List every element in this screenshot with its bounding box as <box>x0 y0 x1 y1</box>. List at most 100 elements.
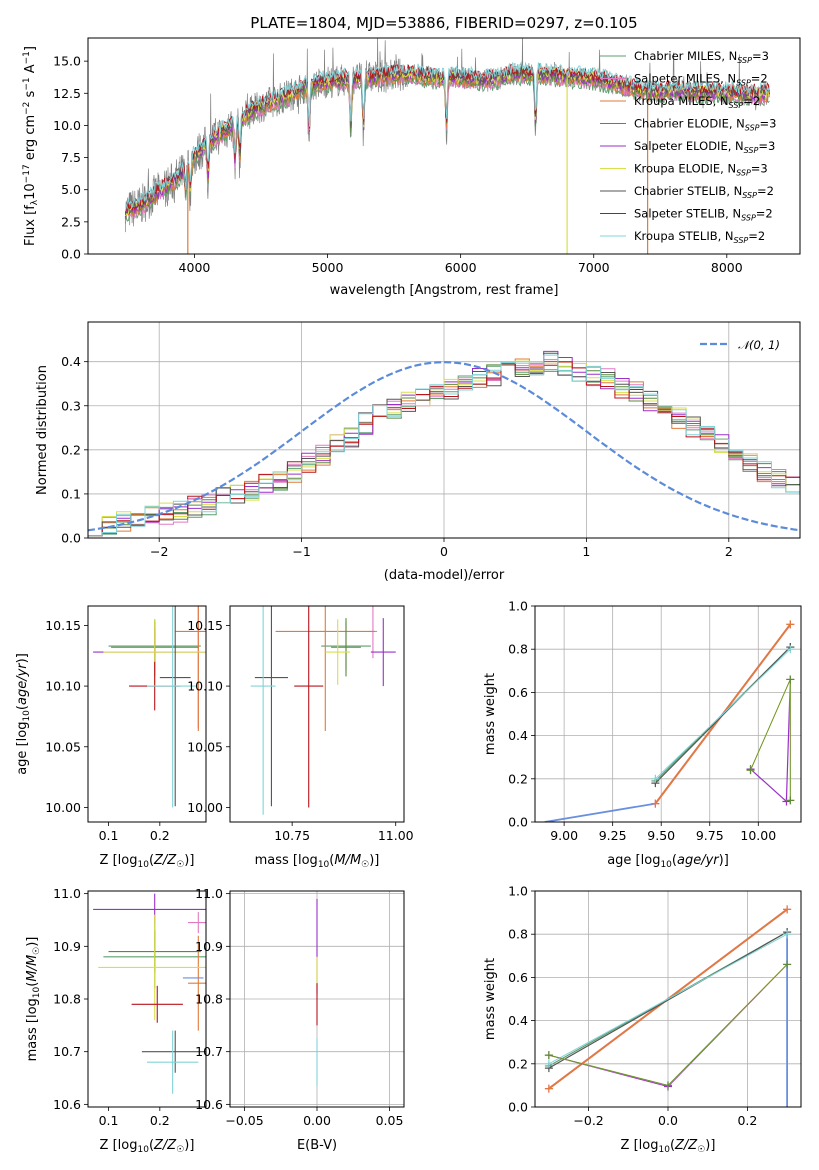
mass-vs-EBV-ytick-label: 10.7 <box>195 1044 223 1059</box>
spectrum-ytick-label: 12.5 <box>53 86 81 101</box>
massweight-vs-age-line-chabrier-elodie <box>750 679 791 801</box>
age-vs-Z-ylabel-part: age [log <box>15 722 30 775</box>
massweight-vs-age-line-chabrier-stelib <box>654 646 791 784</box>
massweight-vs-Z-line-kroupa-miles-marker <box>544 1084 553 1093</box>
mass-vs-Z-xlabel-part: Z/Z <box>153 1138 177 1153</box>
age-vs-mass-frame <box>229 605 405 823</box>
residuals-xtick-label: 0 <box>440 544 448 559</box>
massweight-vs-age-line-kroupa-miles-marker <box>786 620 795 629</box>
spectrum-legend-label: Salpeter MILES, NSSP=2 <box>634 72 768 88</box>
spectrum-ylabel-part: −17 <box>22 164 32 183</box>
spectrum-ylabel-part: Flux [f <box>23 205 38 246</box>
spectrum-xtick-label: 6000 <box>445 260 477 275</box>
massweight-vs-Z-xlabel: Z [log10(Z/Z☉)] <box>621 1138 716 1155</box>
residuals-xtick-label: 2 <box>725 544 733 559</box>
legend-label-main: Salpeter ELODIE, N <box>634 139 744 153</box>
mass-vs-EBV-plot-area <box>230 891 404 1107</box>
spectrum-model-kroupa-stelib <box>124 60 770 212</box>
residual-hist-kroupa-stelib <box>88 354 800 537</box>
legend-label-sub: SSP <box>737 56 752 65</box>
mass-vs-Z-axes: 0.1 0.210.610.710.810.911.0Z [log10(Z/Z☉)… <box>25 886 207 1155</box>
massweight-vs-Z-xtick-label: 0.2 <box>737 1113 757 1128</box>
age-vs-Z-ytick-label: 10.00 <box>45 800 81 815</box>
massweight-vs-age-xlabel: age [log10(age/yr)] <box>607 853 729 870</box>
legend-label-tail: =2 <box>756 207 773 221</box>
age-vs-mass-ytick-label: 10.10 <box>187 679 223 694</box>
mass-vs-Z-ylabel-part: ( <box>25 982 40 987</box>
massweight-vs-Z-xlabel-part: ☉ <box>697 1145 705 1155</box>
age-vs-mass-xlabel-part: )] <box>369 853 379 868</box>
massweight-vs-age-line-kroupa-stelib-marker <box>651 774 660 783</box>
massweight-vs-age-xlabel-part: ( <box>672 853 677 868</box>
massweight-vs-age-line-chabrier-elodie-marker <box>786 796 795 805</box>
massweight-vs-age-xtick-label: 10.00 <box>740 828 776 843</box>
massweight-vs-age-plot-area <box>535 606 801 822</box>
mass-vs-Z-xlabel-part: ☉ <box>176 1145 184 1155</box>
massweight-vs-age-frame <box>534 605 802 823</box>
spectrum-legend-label: Chabrier STELIB, NSSP=2 <box>634 184 774 200</box>
massweight-vs-Z-xtick-label: 0.0 <box>658 1113 678 1128</box>
spectrum-ytick-label: 7.5 <box>61 150 81 165</box>
age-vs-Z-xlabel-part: ☉ <box>176 860 184 870</box>
mass-vs-EBV-ytick-label: 11.0 <box>195 886 223 901</box>
spectrum-xlabel: wavelength [Angstrom, rest frame] <box>330 283 559 298</box>
age-vs-Z-plot-area <box>93 606 206 808</box>
age-vs-mass-xlabel-part: M/M <box>334 853 361 868</box>
mass-vs-Z-ytick-label: 10.6 <box>53 1097 81 1112</box>
mass-vs-Z-plot-area <box>93 893 206 1094</box>
massweight-vs-age-line-chabrier-elodie-marker <box>786 675 795 684</box>
mass-vs-Z-xlabel-part: )] <box>184 1138 194 1153</box>
legend-label-sub: SSP <box>729 101 744 110</box>
age-vs-Z-ytick-label: 10.05 <box>45 739 81 754</box>
massweight-vs-age-ylabel: mass weight <box>483 673 498 755</box>
mass-vs-Z-xlabel-part: ( <box>149 1138 154 1153</box>
legend-label-sub: SSP <box>745 124 760 133</box>
massweight-vs-Z-ytick-label: 0.8 <box>508 927 528 942</box>
mass-vs-Z-xtick-label: 0.1 <box>99 1113 119 1128</box>
massweight-vs-Z-line-chabrier-elodie-marker <box>544 1051 553 1060</box>
age-vs-Z-xlabel: Z [log10(Z/Z☉)] <box>100 853 195 870</box>
massweight-vs-Z-xlabel-part: Z [log <box>621 1138 659 1153</box>
age-vs-Z-xlabel-part: Z [log <box>100 853 138 868</box>
massweight-vs-Z-plot-area <box>535 891 801 1107</box>
mass-vs-Z-ylabel: mass [log10(M/M☉)] <box>25 937 42 1062</box>
age-vs-mass-ytick-label: 10.15 <box>187 618 223 633</box>
massweight-vs-age-xlabel-part: )] <box>719 853 729 868</box>
spectrum-legend-label: Chabrier MILES, NSSP=3 <box>634 49 769 65</box>
age-vs-mass-xtick-label: 11.00 <box>378 828 414 843</box>
mass-vs-Z-frame <box>87 890 207 1108</box>
residuals-ytick-label: 0.4 <box>61 354 81 369</box>
massweight-vs-age-ytick-label: 0.4 <box>508 728 528 743</box>
massweight-vs-Z-ytick-label: 0.6 <box>508 970 528 985</box>
spectrum-ylabel-part: λ <box>30 199 40 205</box>
massweight-vs-age-line-extra <box>544 802 656 822</box>
mass-vs-Z-ytick-label: 11.0 <box>53 886 81 901</box>
massweight-vs-Z-line-kroupa-miles-marker <box>783 905 792 914</box>
massweight-vs-age-xlabel-part: age [log <box>607 853 660 868</box>
mass-vs-EBV-xtick-label: −0.05 <box>225 1113 263 1128</box>
spectrum-ytick-label: 5.0 <box>61 182 81 197</box>
spectrum-frame <box>87 37 801 255</box>
spectrum-ylabel-part: −1 <box>22 51 32 64</box>
massweight-vs-age-xtick-label: 9.00 <box>550 828 578 843</box>
legend-label-main: Kroupa ELODIE, N <box>634 162 736 176</box>
mass-vs-Z-ylabel-part: mass [log <box>25 998 40 1061</box>
age-vs-Z-xlabel-part: ( <box>149 853 154 868</box>
spectrum-ylabel-part: −2 <box>22 102 32 115</box>
massweight-vs-Z-xlabel-part: 10 <box>658 1145 670 1155</box>
massweight-vs-Z-axes: −0.2 0.0 0.2 0.0 0.2 0.4 0.6 0.8 1.0 Z [log10(Z/Z… <box>483 884 802 1155</box>
massweight-vs-age-ytick-label: 0.2 <box>508 771 528 786</box>
spectrum-legend-label: Kroupa MILES, NSSP=2 <box>634 94 760 110</box>
legend-label-sub: SSP <box>744 146 759 155</box>
mass-vs-Z-ylabel-part: )] <box>25 937 40 947</box>
legend-label-tail: =2 <box>743 94 760 108</box>
spectrum-ylabel: Flux [fλ10−17 erg cm−2 s−1 A−1] <box>22 46 40 246</box>
mass-vs-EBV-ytick-label: 10.9 <box>195 939 223 954</box>
mass-vs-Z-ytick-label: 10.8 <box>53 992 81 1007</box>
massweight-vs-age-line-salpeter-elodie-marker <box>782 797 791 806</box>
residuals-ytick-label: 0.0 <box>61 531 81 546</box>
spectrum-xtick-label: 5000 <box>312 260 344 275</box>
massweight-vs-age-line-salpeter-elodie <box>750 679 791 803</box>
age-vs-mass-xlabel-part: mass [log <box>255 853 318 868</box>
